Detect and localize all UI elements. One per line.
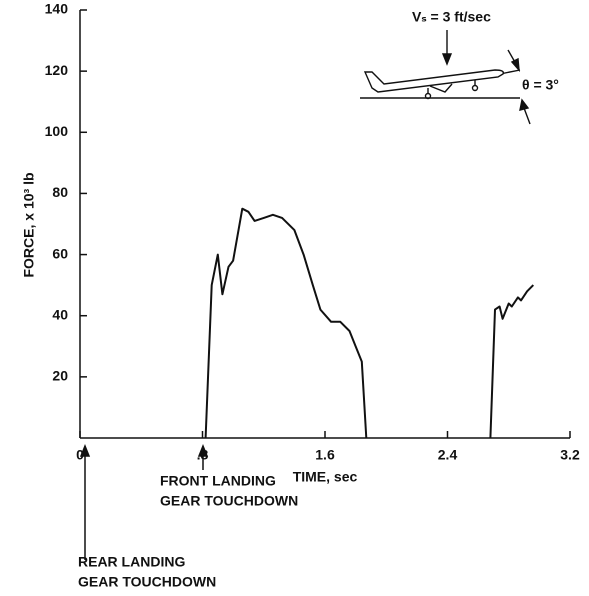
front-annotation: FRONT LANDING <box>160 473 276 489</box>
x-tick-label: 3.2 <box>560 447 580 463</box>
x-tick-label: 0 <box>76 447 84 463</box>
y-tick-label: 60 <box>52 245 68 261</box>
angle-label: θ = 3° <box>522 77 559 93</box>
y-tick-label: 100 <box>45 123 69 139</box>
rear-annotation: REAR LANDING <box>78 554 185 570</box>
x-axis-label: TIME, sec <box>293 469 358 485</box>
y-tick-label: 20 <box>52 368 68 384</box>
airplane-inset <box>360 30 531 125</box>
x-tick-label: 1.6 <box>315 447 335 463</box>
x-tick-label: .8 <box>197 447 209 463</box>
y-axis-label: FORCE, x 10³ lb <box>21 172 37 277</box>
sink-speed-label: Vₛ = 3 ft/sec <box>412 9 491 25</box>
rear-annotation: GEAR TOUCHDOWN <box>78 574 216 590</box>
y-tick-label: 80 <box>52 184 68 200</box>
y-tick-label: 40 <box>52 306 68 322</box>
front-annotation: GEAR TOUCHDOWN <box>160 493 298 509</box>
y-tick-label: 140 <box>45 1 69 17</box>
x-tick-label: 2.4 <box>438 447 458 463</box>
y-tick-label: 120 <box>45 62 69 78</box>
arrows <box>79 443 209 560</box>
line <box>204 207 535 439</box>
